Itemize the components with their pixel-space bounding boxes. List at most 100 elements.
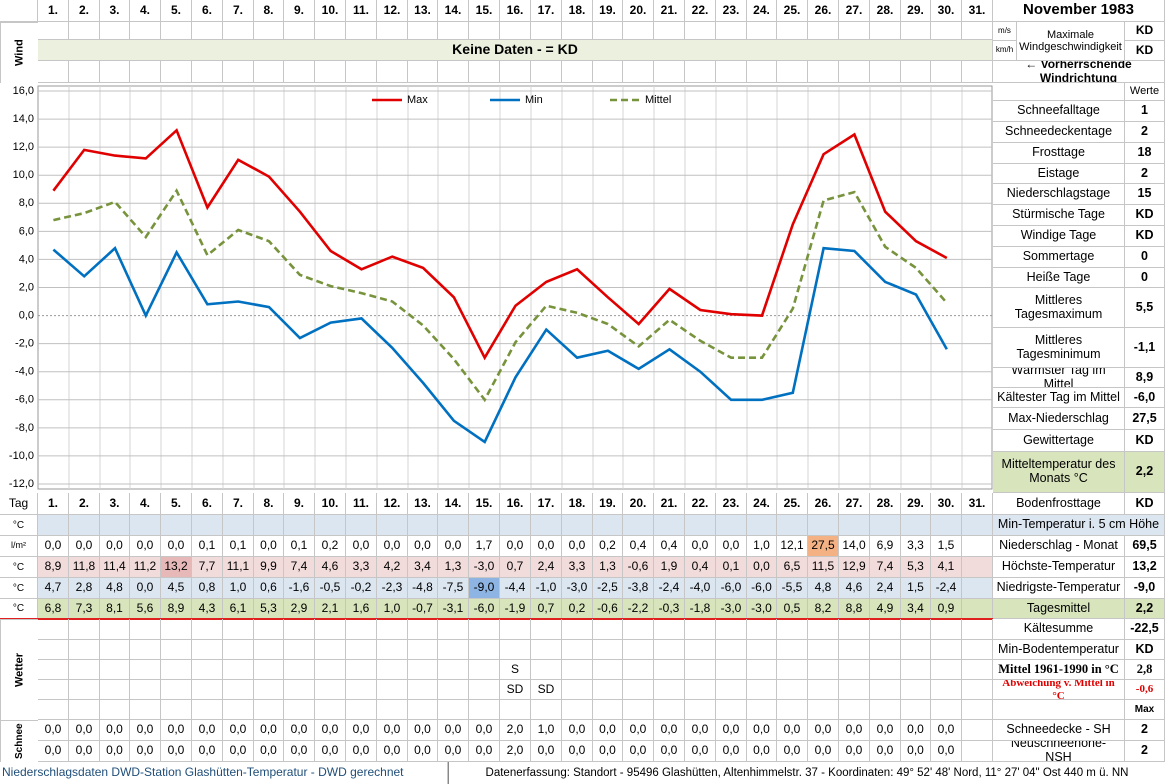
stat-label: Niedrigste-Temperatur bbox=[993, 578, 1125, 599]
weather-cell bbox=[593, 700, 623, 720]
stat-label: Mittel 1961-1990 in °C bbox=[993, 660, 1125, 680]
stat-value: 15 bbox=[1125, 184, 1165, 205]
weather-cell bbox=[747, 660, 777, 680]
temp-cell: -2,3 bbox=[377, 578, 408, 599]
precip-cell: 0,0 bbox=[377, 536, 408, 557]
temp-cell: 2,9 bbox=[284, 599, 315, 619]
precip-cell: 0,1 bbox=[223, 536, 254, 557]
min5-cell bbox=[315, 515, 346, 536]
wind-cell bbox=[69, 22, 100, 40]
day-label: 12. bbox=[377, 493, 408, 515]
min5-cell bbox=[716, 515, 747, 536]
min5-cell bbox=[438, 515, 469, 536]
weather-cell bbox=[931, 680, 962, 700]
snow-cell: 0,0 bbox=[747, 720, 777, 741]
day-label: 30. bbox=[931, 493, 962, 515]
weather-cell bbox=[377, 640, 408, 660]
wind-cell bbox=[716, 22, 747, 40]
precip-cell: 1,0 bbox=[747, 536, 777, 557]
weather-cell bbox=[192, 700, 223, 720]
weather-cell bbox=[408, 680, 438, 700]
weather-cell bbox=[593, 660, 623, 680]
weather-cell bbox=[69, 700, 100, 720]
temp-cell: 9,9 bbox=[254, 557, 284, 578]
weather-cell bbox=[408, 700, 438, 720]
stat-label: Sommertage bbox=[993, 247, 1125, 268]
weather-cell bbox=[469, 680, 500, 700]
wind-cell bbox=[839, 22, 870, 40]
weather-cell bbox=[747, 700, 777, 720]
temp-cell: 4,8 bbox=[100, 578, 130, 599]
weather-cell bbox=[315, 640, 346, 660]
day-label: 5. bbox=[161, 493, 192, 515]
day-header: 10. bbox=[315, 0, 346, 22]
day-header: 12. bbox=[377, 0, 408, 22]
snow-cell: 0,0 bbox=[38, 741, 69, 762]
day-header: 4. bbox=[130, 0, 161, 22]
wind-label: Wind bbox=[0, 22, 38, 83]
weather-cell bbox=[839, 640, 870, 660]
snow-cell: 0,0 bbox=[901, 741, 931, 762]
stat-value: 0 bbox=[1125, 268, 1165, 288]
wind-cell bbox=[962, 22, 993, 40]
weather-cell bbox=[315, 619, 346, 640]
weather-cell bbox=[130, 640, 161, 660]
weather-cell bbox=[192, 640, 223, 660]
temp-cell: -0,3 bbox=[654, 599, 685, 619]
stat-value: 27,5 bbox=[1125, 408, 1165, 430]
wind-cell bbox=[284, 61, 315, 83]
day-label: 22. bbox=[685, 493, 716, 515]
precip-cell: 0,0 bbox=[408, 536, 438, 557]
stat-value: -1,1 bbox=[1125, 328, 1165, 368]
wind-cell bbox=[808, 22, 839, 40]
min5-cell bbox=[623, 515, 654, 536]
weather-cell bbox=[623, 660, 654, 680]
day-label: 24. bbox=[747, 493, 777, 515]
weather-cell bbox=[500, 700, 531, 720]
separator bbox=[0, 618, 993, 620]
snow-cell: 0,0 bbox=[562, 720, 593, 741]
weather-cell bbox=[562, 640, 593, 660]
stat-value: -9,0 bbox=[1125, 578, 1165, 599]
wind-unit: m/s bbox=[993, 22, 1017, 41]
weather-cell bbox=[531, 619, 562, 640]
min5-cell bbox=[284, 515, 315, 536]
day-label: 21. bbox=[654, 493, 685, 515]
stat-value: KD bbox=[1125, 493, 1165, 515]
temp-cell: 4,9 bbox=[870, 599, 901, 619]
snow-cell: 0,0 bbox=[192, 720, 223, 741]
weather-cell: S bbox=[500, 660, 531, 680]
precip-cell: 3,3 bbox=[901, 536, 931, 557]
y-tick-label: -2,0 bbox=[15, 338, 34, 350]
weather-cell bbox=[808, 660, 839, 680]
wind-cell bbox=[377, 61, 408, 83]
day-label: 16. bbox=[500, 493, 531, 515]
temp-cell: 4,7 bbox=[38, 578, 69, 599]
weather-cell bbox=[531, 660, 562, 680]
temp-cell: 5,3 bbox=[901, 557, 931, 578]
wind-cell bbox=[777, 61, 808, 83]
temp-cell: -4,0 bbox=[685, 578, 716, 599]
temp-cell: -1,8 bbox=[685, 599, 716, 619]
temp-cell: -1,9 bbox=[500, 599, 531, 619]
weather-cell bbox=[469, 619, 500, 640]
weather-cell bbox=[315, 680, 346, 700]
snow-cell: 0,0 bbox=[654, 720, 685, 741]
weather-cell bbox=[654, 680, 685, 700]
wind-unit: km/h bbox=[993, 41, 1017, 61]
weather-cell bbox=[254, 619, 284, 640]
snow-cell: 2,0 bbox=[500, 720, 531, 741]
weather-cell bbox=[685, 700, 716, 720]
y-tick-label: 2,0 bbox=[19, 281, 34, 293]
y-tick-label: 16,0 bbox=[13, 85, 34, 97]
wind-cell bbox=[500, 22, 531, 40]
weather-cell bbox=[100, 700, 130, 720]
weather-cell bbox=[593, 640, 623, 660]
snow-cell: 0,0 bbox=[623, 720, 654, 741]
weather-cell bbox=[562, 680, 593, 700]
weather-cell bbox=[901, 700, 931, 720]
wind-cell bbox=[438, 61, 469, 83]
y-tick-label: 4,0 bbox=[19, 253, 34, 265]
wind-cell bbox=[685, 61, 716, 83]
